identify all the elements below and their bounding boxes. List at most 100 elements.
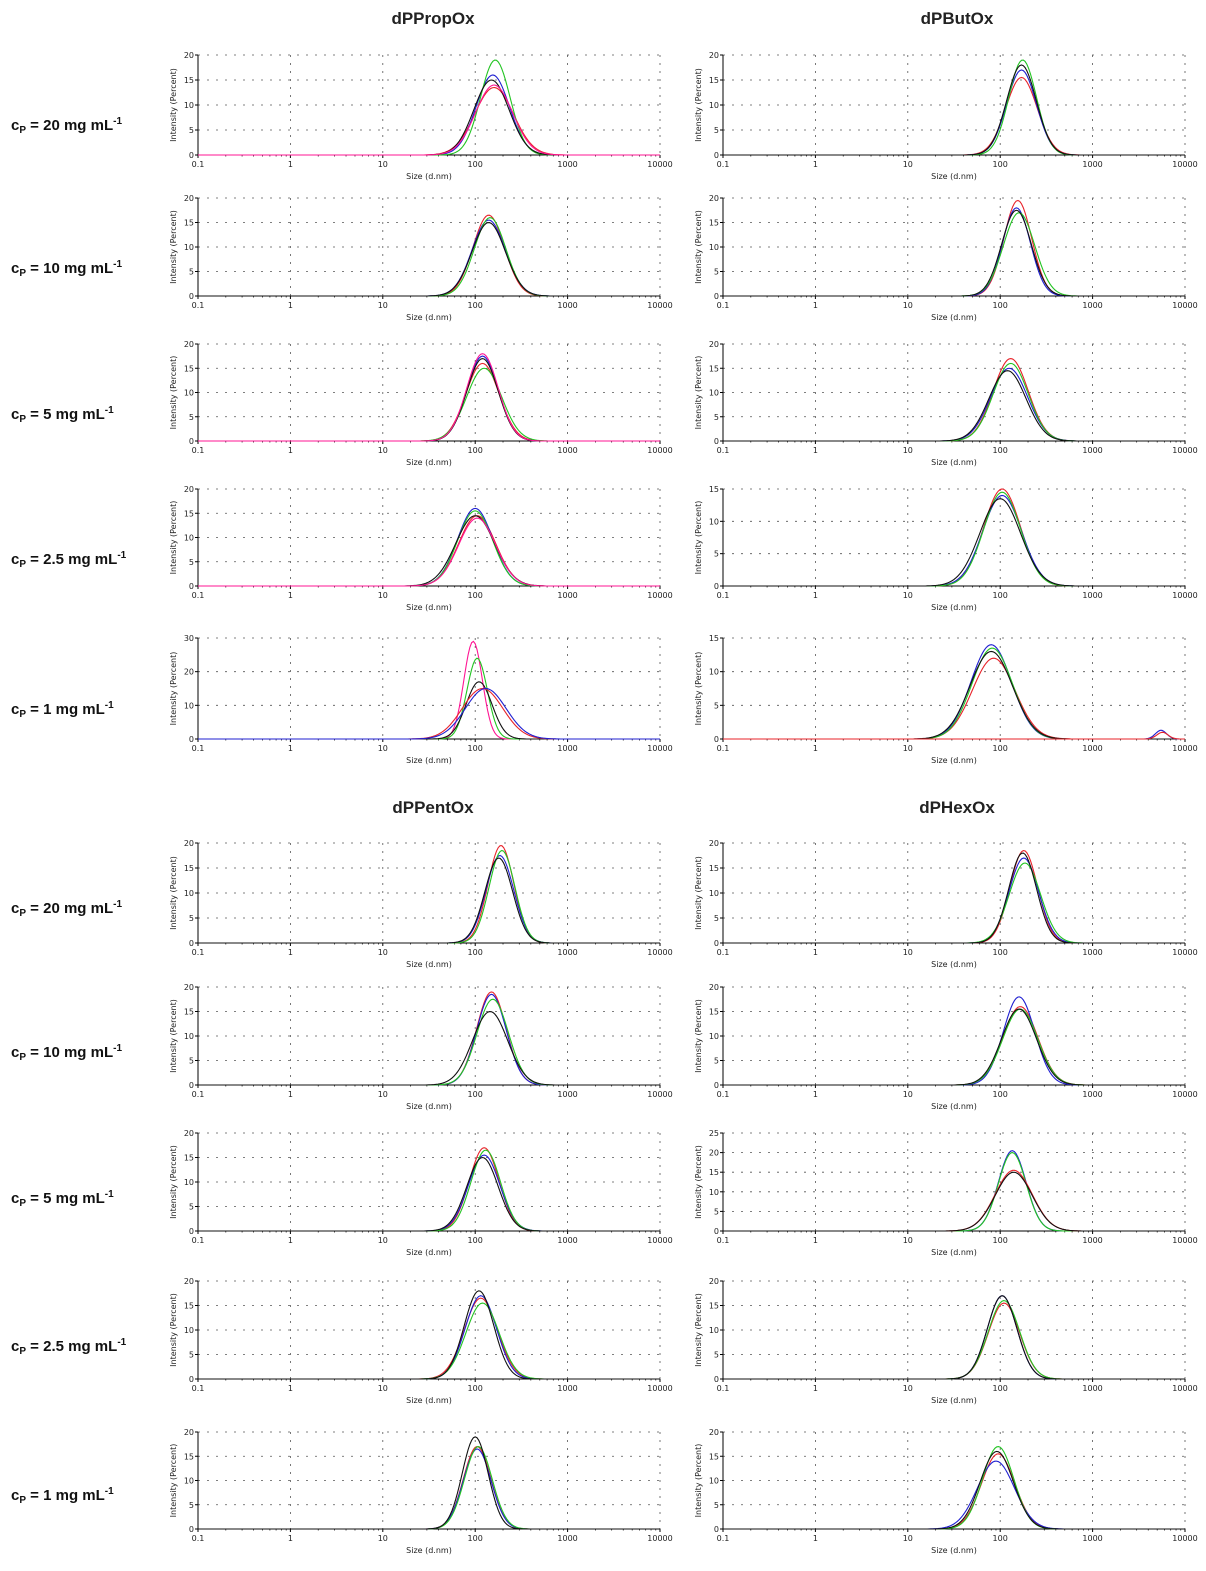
y-tick-label: 15 [709,634,719,643]
y-tick-label: 20 [709,839,719,848]
x-tick-label: 0.1 [192,160,205,169]
y-tick-label: 10 [184,534,194,543]
x-tick-label: 100 [468,1384,483,1393]
x-tick-label: 100 [468,160,483,169]
x-tick-label: 0.1 [717,744,730,753]
dls-chart-panel: 0 5 10 15 20 0.1 1 10 100 1000 10000 Intensity (Per… [694,194,1198,322]
y-tick-label: 5 [189,1057,194,1066]
series-line-blue [198,1154,660,1232]
x-tick-label: 1000 [557,744,577,753]
y-tick-label: 20 [709,340,719,349]
x-tick-label: 1 [288,1384,293,1393]
x-axis-label: Size (d.nm) [406,603,452,612]
series-line-blue [198,993,660,1086]
section-title-pentox: dPPentOx [392,798,474,817]
series-line-pink [198,84,660,156]
series-line-black [723,650,1185,740]
series-line-green [723,1445,1185,1530]
x-axis-label: Size (d.nm) [406,1396,452,1405]
y-axis-label: Intensity (Percent) [169,356,178,430]
y-axis-label: Intensity (Percent) [169,856,178,930]
series-line-blue [723,729,1185,740]
series-line-red [723,1169,1185,1232]
y-tick-label: 0 [189,292,194,301]
series-line-blue [723,996,1185,1086]
y-axis-label: Intensity (Percent) [169,1444,178,1518]
y-axis-label: Intensity (Percent) [169,1145,178,1219]
y-tick-label: 0 [714,1227,719,1236]
series-line-green [723,1300,1185,1380]
section-title-propox: dPPropOx [391,9,475,28]
x-tick-label: 1000 [1082,1384,1102,1393]
series-line-red [198,1147,660,1232]
x-tick-label: 100 [993,591,1008,600]
series-line-green [723,491,1185,587]
series-line-black [723,498,1185,587]
series-line-green [198,510,660,587]
x-tick-label: 1000 [557,1384,577,1393]
x-tick-label: 10 [378,1534,388,1543]
series-line-pink [198,517,660,587]
y-axis-label: Intensity (Percent) [694,501,703,575]
series-line-black [198,1436,660,1530]
y-tick-label: 15 [184,509,194,518]
series-line-blue [198,1448,660,1530]
x-tick-label: 10000 [647,301,672,310]
y-tick-label: 25 [709,1129,719,1138]
x-tick-label: 10 [378,591,388,600]
y-tick-label: 10 [709,1477,719,1486]
y-tick-label: 0 [714,1081,719,1090]
x-tick-label: 10 [378,948,388,957]
y-tick-label: 0 [714,1525,719,1534]
y-tick-label: 10 [184,243,194,252]
x-tick-label: 10000 [647,1384,672,1393]
x-tick-label: 100 [993,301,1008,310]
x-tick-label: 10 [378,1090,388,1099]
x-tick-label: 0.1 [192,948,205,957]
dls-chart-panel: 0 5 10 15 0.1 1 10 100 1000 10000 Intensity (Perce… [694,634,1198,765]
y-axis-label: Intensity (Percent) [694,856,703,930]
x-tick-label: 10 [378,744,388,753]
x-tick-label: 10 [903,591,913,600]
y-tick-label: 15 [709,1008,719,1017]
y-tick-label: 15 [184,364,194,373]
y-tick-label: 15 [709,1452,719,1461]
x-tick-label: 10000 [647,744,672,753]
x-axis-label: Size (d.nm) [931,313,977,322]
x-tick-label: 0.1 [192,1236,205,1245]
y-tick-label: 10 [184,1178,194,1187]
x-tick-label: 1000 [557,948,577,957]
y-tick-label: 5 [189,1203,194,1212]
x-tick-label: 10000 [647,1236,672,1245]
x-tick-label: 0.1 [717,1384,730,1393]
series-line-green [723,362,1185,442]
y-tick-label: 20 [709,51,719,60]
x-tick-label: 100 [468,446,483,455]
x-axis-label: Size (d.nm) [406,756,452,765]
y-axis-label: Intensity (Percent) [169,1293,178,1367]
x-tick-label: 10000 [1172,1236,1197,1245]
series-line-red [198,515,660,587]
series-line-red [198,687,660,740]
series-line-blue [723,1295,1185,1380]
x-tick-label: 1 [813,1236,818,1245]
y-tick-label: 20 [184,1129,194,1138]
series-line-blue [723,1150,1185,1232]
y-tick-label: 20 [184,839,194,848]
x-tick-label: 1 [288,301,293,310]
x-tick-label: 1000 [1082,160,1102,169]
y-tick-label: 0 [714,735,719,744]
x-tick-label: 100 [468,1534,483,1543]
series-line-black [198,357,660,442]
series-line-red [723,357,1185,442]
x-tick-label: 0.1 [717,591,730,600]
y-tick-label: 10 [709,101,719,110]
x-tick-label: 1 [288,1090,293,1099]
series-line-red [723,1453,1185,1530]
y-tick-label: 0 [189,1227,194,1236]
dls-chart-panel: 0 5 10 15 20 25 0.1 1 10 100 1000 10000 Intensity (P… [694,1129,1198,1257]
x-tick-label: 10 [378,1384,388,1393]
series-line-red [723,76,1185,156]
series-line-red [198,1297,660,1380]
